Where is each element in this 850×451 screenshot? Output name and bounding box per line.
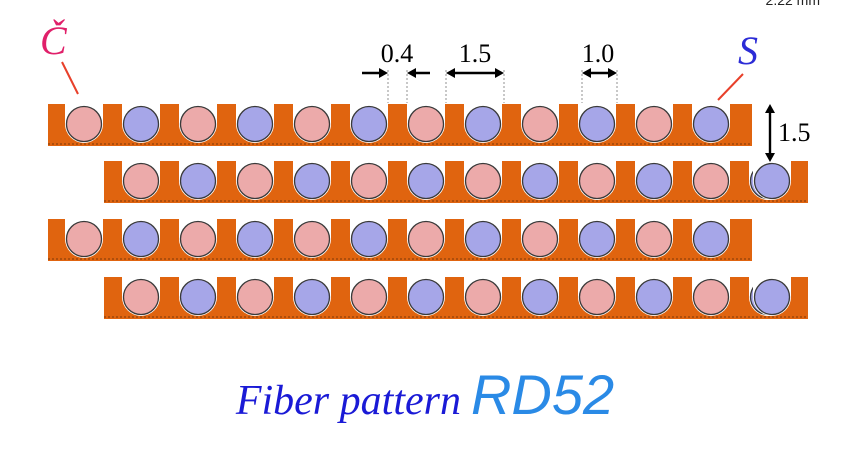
cherenkov-fiber <box>521 220 559 258</box>
scintillator-fiber <box>350 105 388 143</box>
arrow-head <box>582 68 591 78</box>
scintillator-fiber <box>407 278 445 316</box>
arrow-head <box>446 68 455 78</box>
scintillator-fiber <box>578 105 616 143</box>
caption-prefix: Fiber pattern <box>235 378 461 424</box>
cherenkov-fiber <box>464 278 502 316</box>
cherenkov-fiber <box>179 220 217 258</box>
dimension-annotations: 0.4 1.5 1.0 1.5 <box>362 39 811 162</box>
scintillator-fiber <box>122 105 160 143</box>
scintillator-fiber <box>635 162 673 200</box>
cherenkov-fiber <box>692 162 730 200</box>
scintillator-fiber <box>122 220 160 258</box>
copper-rows <box>48 104 808 319</box>
scintillator-fiber <box>407 162 445 200</box>
cherenkov-fiber <box>122 162 160 200</box>
cherenkov-fiber <box>350 278 388 316</box>
copper-plate <box>48 219 752 261</box>
cherenkov-fiber <box>692 278 730 316</box>
dim-row-spacing-label: 1.5 <box>778 118 811 147</box>
caption: Fiber pattern RD52 <box>0 362 850 427</box>
cherenkov-fiber <box>350 162 388 200</box>
scintillator-fiber <box>293 162 331 200</box>
scintillator-fiber <box>464 105 502 143</box>
cherenkov-pointer <box>61 61 79 95</box>
scintillator-fiber <box>236 105 274 143</box>
scintillator-fiber <box>753 278 791 316</box>
scintillator-fiber <box>692 105 730 143</box>
scintillator-fiber <box>236 220 274 258</box>
cherenkov-fiber <box>65 105 103 143</box>
cherenkov-fiber <box>464 162 502 200</box>
copper-plate <box>48 104 752 146</box>
fiber-type-labels: Č S <box>40 18 758 101</box>
scintillator-fiber <box>179 278 217 316</box>
dim-diameter-label: 1.0 <box>582 39 615 68</box>
cherenkov-fiber <box>635 220 673 258</box>
cherenkov-fiber <box>521 105 559 143</box>
arrow-head <box>765 104 775 113</box>
arrow-head <box>495 68 504 78</box>
arrow-head <box>379 68 388 78</box>
cherenkov-label: Č <box>40 18 68 63</box>
scintillator-fiber <box>692 220 730 258</box>
copper-plate <box>104 161 808 203</box>
corner-scale-text: 2.22 mm <box>765 0 820 8</box>
copper-row <box>104 277 808 319</box>
scintillator-fiber <box>293 278 331 316</box>
copper-row <box>48 219 752 261</box>
scintillator-pointer <box>717 73 744 101</box>
cherenkov-fiber <box>65 220 103 258</box>
scintillator-fiber <box>464 220 502 258</box>
copper-plate <box>104 277 808 319</box>
copper-row <box>48 104 752 146</box>
cherenkov-fiber <box>236 162 274 200</box>
cherenkov-fiber <box>179 105 217 143</box>
caption-name: RD52 <box>470 363 615 426</box>
dim-pitch-label: 1.5 <box>459 39 492 68</box>
copper-row <box>104 161 808 203</box>
cherenkov-fiber <box>635 105 673 143</box>
arrow-head <box>608 68 617 78</box>
scintillator-fiber <box>578 220 616 258</box>
scintillator-fiber <box>521 162 559 200</box>
cherenkov-fiber <box>578 278 616 316</box>
arrow-head <box>407 68 416 78</box>
cherenkov-fiber <box>407 105 445 143</box>
cherenkov-fiber <box>293 105 331 143</box>
scintillator-label: S <box>738 28 758 73</box>
cherenkov-fiber <box>407 220 445 258</box>
cherenkov-fiber <box>122 278 160 316</box>
cherenkov-fiber <box>293 220 331 258</box>
cherenkov-fiber <box>236 278 274 316</box>
arrow-head <box>765 153 775 162</box>
scintillator-fiber <box>521 278 559 316</box>
cherenkov-fiber <box>578 162 616 200</box>
scintillator-fiber <box>753 162 791 200</box>
dim-gap-label: 0.4 <box>381 39 414 68</box>
scintillator-fiber <box>179 162 217 200</box>
scintillator-fiber <box>350 220 388 258</box>
scintillator-fiber <box>635 278 673 316</box>
